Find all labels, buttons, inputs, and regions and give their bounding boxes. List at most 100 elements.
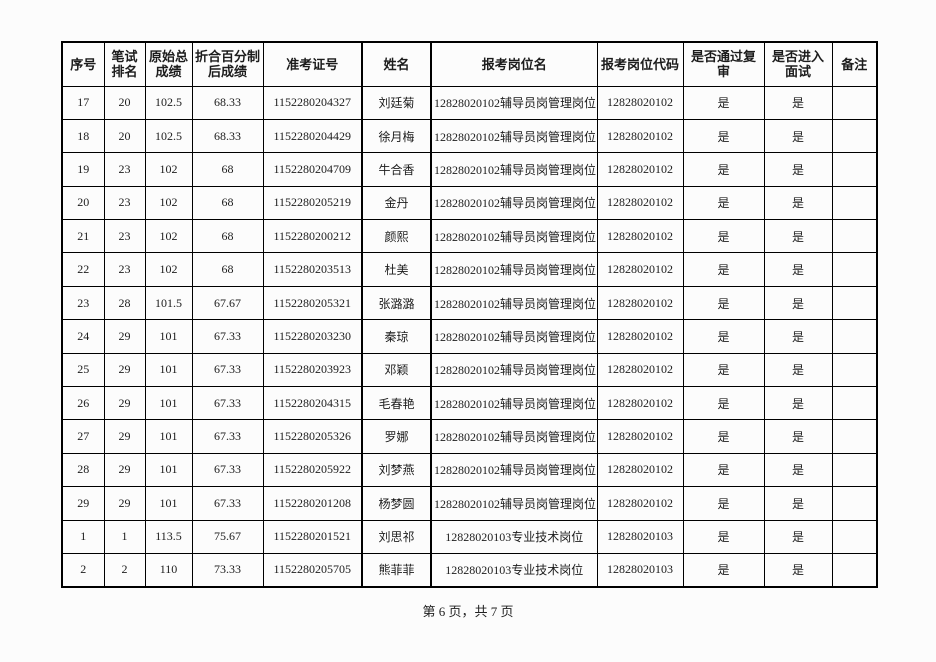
table-cell: 12828020102 [596, 152, 684, 187]
table-cell: 12828020102 [596, 219, 684, 254]
table-cell: 1152280201521 [262, 519, 363, 554]
table-cell: 75.67 [191, 519, 264, 554]
table-cell: 18 [61, 118, 105, 154]
table-row: 17 20 102.5 68.33 1152280204327 刘廷菊 1282802010… [61, 85, 878, 120]
table-cell: 102 [144, 185, 193, 221]
column-header-9: 是否通过复审 [682, 41, 765, 87]
page-number-footer: 第 6 页，共 7 页 [422, 604, 514, 619]
table-cell: 是 [763, 118, 833, 154]
table-cell [831, 285, 878, 321]
table-cell: 1152280204429 [262, 118, 363, 154]
table-cell: 21 [61, 219, 105, 254]
column-header-3: 原始总成绩 [144, 41, 193, 87]
table-cell: 12828020102 [596, 486, 684, 521]
table-cell: 12828020102 [596, 319, 684, 354]
table-cell: 是 [682, 285, 765, 321]
table-row: 27 29 101 67.33 1152280205326 罗娜 12828020102辅导… [61, 419, 878, 454]
table-cell: 是 [682, 519, 765, 554]
table-cell: 2 [103, 552, 146, 588]
table-cell: 67.33 [191, 386, 264, 421]
table-cell: 是 [763, 352, 833, 388]
table-cell: 12828020102辅导员岗管理岗位 [430, 118, 598, 154]
table-cell: 是 [763, 319, 833, 354]
table-cell: 101.5 [144, 285, 193, 321]
table-cell: 是 [763, 386, 833, 421]
table-cell: 67.67 [191, 285, 264, 321]
table-cell: 102.5 [144, 85, 193, 120]
table-cell: 12828020103 [596, 519, 684, 554]
table-cell: 12828020103 [596, 552, 684, 588]
table-cell: 20 [103, 85, 146, 120]
table-cell: 12828020102辅导员岗管理岗位 [430, 352, 598, 388]
table-cell: 67.33 [191, 319, 264, 354]
table-cell: 是 [682, 152, 765, 187]
table-cell: 29 [103, 386, 146, 421]
table-cell: 12828020102 [596, 285, 684, 321]
table-cell: 12828020102辅导员岗管理岗位 [430, 252, 598, 287]
table-cell: 罗娜 [361, 419, 432, 454]
table-cell: 是 [682, 352, 765, 388]
table-cell: 1152280205705 [262, 552, 363, 588]
table-cell: 12828020102 [596, 118, 684, 154]
table-cell: 杨梦圆 [361, 486, 432, 521]
table-cell: 101 [144, 452, 193, 488]
table-cell: 23 [103, 219, 146, 254]
table-cell: 1152280205922 [262, 452, 363, 488]
table-cell: 张潞潞 [361, 285, 432, 321]
table-cell: 101 [144, 386, 193, 421]
table-cell: 1152280205219 [262, 185, 363, 221]
table-cell [831, 185, 878, 221]
table-cell: 23 [61, 285, 105, 321]
table-cell: 29 [103, 452, 146, 488]
table-cell: 是 [763, 85, 833, 120]
table-cell: 是 [763, 519, 833, 554]
table-cell [831, 319, 878, 354]
table-cell: 颜熙 [361, 219, 432, 254]
column-header-1: 序号 [61, 41, 105, 87]
table-cell: 12828020103专业技术岗位 [430, 519, 598, 554]
table-cell: 1152280203923 [262, 352, 363, 388]
table-cell: 101 [144, 419, 193, 454]
table-cell: 12828020102 [596, 386, 684, 421]
table-cell: 是 [763, 452, 833, 488]
table-cell: 是 [682, 85, 765, 120]
table-cell: 1152280205326 [262, 419, 363, 454]
table-cell: 28 [61, 452, 105, 488]
table-cell: 邓颖 [361, 352, 432, 388]
table-row: 18 20 102.5 68.33 1152280204429 徐月梅 1282802010… [61, 118, 878, 154]
column-header-10: 是否进入面试 [763, 41, 833, 87]
table-row: 23 28 101.5 67.67 1152280205321 张潞潞 1282802010… [61, 285, 878, 321]
table-row: 22 23 102 68 1152280203513 杜美 12828020102辅导员岗管… [61, 252, 878, 287]
table-cell: 101 [144, 319, 193, 354]
column-header-11: 备注 [831, 41, 878, 87]
table-cell: 113.5 [144, 519, 193, 554]
table-cell: 是 [763, 419, 833, 454]
table-cell: 12828020102 [596, 452, 684, 488]
table-cell [831, 486, 878, 521]
table-cell: 12828020102 [596, 85, 684, 120]
table-cell: 12828020102辅导员岗管理岗位 [430, 386, 598, 421]
table-cell: 102 [144, 152, 193, 187]
table-cell: 23 [103, 185, 146, 221]
table-cell [831, 85, 878, 120]
table-cell: 是 [763, 219, 833, 254]
table-cell: 101 [144, 352, 193, 388]
table-cell: 22 [61, 252, 105, 287]
table-cell: 牛合香 [361, 152, 432, 187]
table-cell: 23 [103, 252, 146, 287]
table-cell: 110 [144, 552, 193, 588]
table-cell: 是 [682, 419, 765, 454]
table-cell: 1152280203230 [262, 319, 363, 354]
table-header-row: 序号 笔试排名 原始总成绩 折合百分制后成绩 准考证号 姓名 报考岗位名 报考岗位代码 是否通过… [61, 41, 878, 87]
table-cell: 12828020102辅导员岗管理岗位 [430, 419, 598, 454]
table-cell: 20 [103, 118, 146, 154]
table-cell: 25 [61, 352, 105, 388]
table-cell [831, 252, 878, 287]
table-cell [831, 452, 878, 488]
column-header-8: 报考岗位代码 [596, 41, 684, 87]
table-cell: 熊菲菲 [361, 552, 432, 588]
table-cell: 12828020102辅导员岗管理岗位 [430, 452, 598, 488]
table-cell: 是 [763, 552, 833, 588]
table-cell: 20 [61, 185, 105, 221]
table-cell: 26 [61, 386, 105, 421]
